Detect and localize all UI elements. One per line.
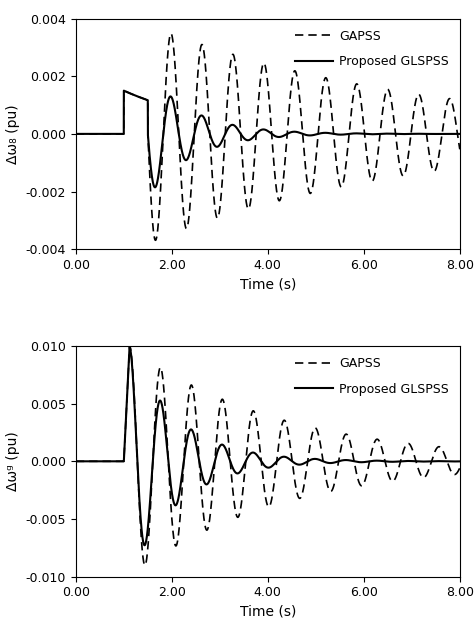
GAPSS	[212, 204, 218, 211]
Line: GAPSS: GAPSS	[76, 346, 460, 565]
GAPSS	[73, 130, 79, 138]
GAPSS	[142, 562, 148, 569]
Proposed GLSPSS	[92, 130, 98, 138]
Proposed GLSPSS	[127, 342, 132, 350]
GAPSS	[317, 438, 323, 445]
GAPSS	[212, 455, 218, 463]
GAPSS	[153, 237, 158, 244]
Legend: GAPSS, Proposed GLSPSS: GAPSS, Proposed GLSPSS	[290, 352, 454, 401]
GAPSS	[73, 458, 79, 465]
Line: Proposed GLSPSS: Proposed GLSPSS	[76, 91, 460, 187]
GAPSS	[92, 130, 98, 138]
Proposed GLSPSS	[212, 142, 218, 149]
Y-axis label: Δω₈ (pu): Δω₈ (pu)	[6, 104, 20, 164]
Proposed GLSPSS	[121, 87, 127, 94]
GAPSS	[358, 482, 364, 489]
GAPSS	[317, 110, 323, 118]
GAPSS	[127, 342, 132, 350]
GAPSS	[457, 146, 463, 153]
GAPSS	[300, 136, 306, 143]
Proposed GLSPSS	[300, 130, 306, 138]
Proposed GLSPSS	[92, 458, 98, 465]
Proposed GLSPSS	[152, 184, 158, 191]
Proposed GLSPSS	[300, 460, 306, 467]
GAPSS	[168, 30, 174, 37]
Proposed GLSPSS	[358, 459, 364, 466]
Proposed GLSPSS	[317, 130, 323, 137]
Proposed GLSPSS	[73, 130, 79, 138]
Proposed GLSPSS	[317, 456, 323, 464]
GAPSS	[300, 486, 306, 494]
Proposed GLSPSS	[457, 130, 463, 138]
Proposed GLSPSS	[378, 457, 384, 464]
Proposed GLSPSS	[378, 130, 384, 138]
Legend: GAPSS, Proposed GLSPSS: GAPSS, Proposed GLSPSS	[290, 25, 454, 73]
X-axis label: Time (s): Time (s)	[240, 278, 296, 291]
Line: GAPSS: GAPSS	[76, 33, 460, 241]
Proposed GLSPSS	[73, 458, 79, 465]
Line: Proposed GLSPSS: Proposed GLSPSS	[76, 346, 460, 545]
Proposed GLSPSS	[457, 458, 463, 465]
X-axis label: Time (s): Time (s)	[240, 605, 296, 619]
GAPSS	[92, 458, 98, 465]
Proposed GLSPSS	[142, 541, 147, 549]
Proposed GLSPSS	[358, 130, 364, 137]
Proposed GLSPSS	[212, 457, 218, 464]
GAPSS	[378, 121, 384, 128]
GAPSS	[358, 94, 364, 102]
GAPSS	[378, 442, 384, 450]
GAPSS	[457, 464, 463, 472]
Y-axis label: Δωᵍ (pu): Δωᵍ (pu)	[6, 432, 20, 491]
